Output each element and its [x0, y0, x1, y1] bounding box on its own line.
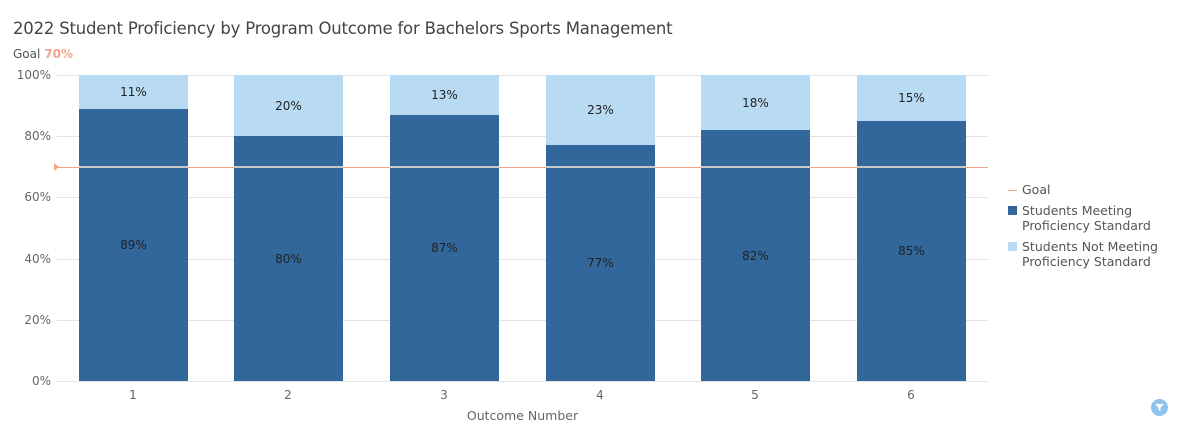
goal-value: 70%	[44, 47, 74, 61]
bar-not-meeting[interactable]: 18%	[701, 75, 810, 131]
y-tick-label: 40%	[24, 251, 51, 266]
gridline	[57, 197, 988, 199]
x-tick-label: 2	[284, 388, 292, 402]
bar-not-meeting[interactable]: 11%	[79, 75, 188, 109]
goal-line-segment	[390, 166, 499, 169]
bar-not-meeting[interactable]: 23%	[546, 75, 655, 146]
chart-title: 2022 Student Proficiency by Program Outc…	[13, 19, 673, 38]
bar-meeting[interactable]: 87%	[390, 114, 499, 381]
bar-stack[interactable]: 87% 13%	[390, 75, 499, 381]
bar-meeting[interactable]: 82%	[701, 130, 810, 381]
bar-stack[interactable]: 85% 15%	[857, 75, 966, 381]
y-tick-label: 60%	[24, 190, 51, 205]
goal-line-segment	[857, 166, 966, 169]
goal-line-segment	[234, 166, 343, 169]
bar-stack[interactable]: 82% 18%	[701, 75, 810, 381]
x-tick-label: 1	[129, 388, 137, 402]
legend-item-meeting[interactable]: Students Meeting Proficiency Standard	[1008, 203, 1158, 233]
legend-label: Goal	[1022, 182, 1051, 197]
legend-label: Students Not Meeting Proficiency Standard	[1022, 239, 1158, 269]
gridline	[57, 319, 988, 321]
x-tick-label: 6	[907, 388, 915, 402]
bar-meeting[interactable]: 77%	[546, 145, 655, 381]
x-tick-label: 3	[440, 388, 448, 402]
bar-not-meeting[interactable]: 15%	[857, 75, 966, 121]
swatch-icon	[1008, 242, 1017, 251]
bar-stack[interactable]: 89% 11%	[79, 75, 188, 381]
swatch-icon	[1008, 206, 1017, 215]
y-tick-label: 0%	[31, 374, 51, 388]
bar-meeting[interactable]: 80%	[234, 136, 343, 381]
gridline	[57, 258, 988, 260]
goal-line-segment	[701, 166, 810, 169]
filter-icon[interactable]	[1151, 399, 1168, 416]
bar-not-meeting[interactable]: 13%	[390, 75, 499, 115]
y-tick-label: 20%	[24, 312, 51, 327]
legend-item-not-meeting[interactable]: Students Not Meeting Proficiency Standard	[1008, 239, 1158, 269]
bar-stack[interactable]: 77% 23%	[546, 75, 655, 381]
x-tick-label: 5	[751, 388, 759, 402]
goal-line-segment	[79, 166, 188, 169]
bar-meeting[interactable]: 89%	[79, 108, 188, 381]
goal-line-segment	[546, 166, 655, 169]
x-axis-label: Outcome Number	[466, 408, 579, 423]
goal-label: Goal 70%	[13, 47, 73, 61]
y-tick-label: 100%	[16, 68, 51, 82]
goal-line-icon	[1008, 190, 1017, 191]
gridline	[57, 381, 988, 382]
legend: Goal Students Meeting Proficiency Standar…	[1008, 182, 1158, 275]
bar-not-meeting[interactable]: 20%	[234, 75, 343, 137]
x-tick-label: 4	[596, 388, 604, 402]
gridline	[57, 136, 988, 138]
legend-item-goal[interactable]: Goal	[1008, 182, 1158, 197]
goal-text: Goal	[13, 47, 41, 61]
bar-stack[interactable]: 80% 20%	[234, 75, 343, 381]
legend-label: Students Meeting Proficiency Standard	[1022, 203, 1151, 233]
gridline	[57, 75, 988, 76]
goal-marker-icon	[54, 163, 59, 171]
goal-line	[57, 166, 988, 168]
y-tick-label: 80%	[24, 129, 51, 144]
plot-area: 89% 11% 80% 20% 87% 13% 77% 23% 82% 18% 85% 15%	[57, 75, 988, 382]
bar-meeting[interactable]: 85%	[857, 120, 966, 381]
